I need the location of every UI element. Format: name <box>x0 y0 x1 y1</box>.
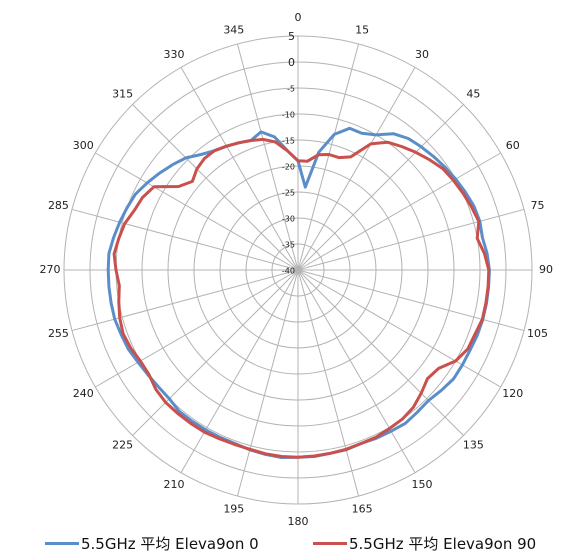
grid-spoke <box>71 269 299 332</box>
angle-tick-label: 120 <box>502 387 523 400</box>
grid-spoke <box>297 269 525 332</box>
angle-tick-label: 30 <box>415 48 429 61</box>
polar-grid <box>63 35 533 505</box>
angle-tick-label: 150 <box>412 478 433 491</box>
grid-spoke <box>180 67 299 271</box>
legend-swatch <box>45 542 79 545</box>
radial-tick-label: -25 <box>282 189 295 198</box>
legend-label: 5.5GHz 平均 Eleva9on 90 <box>349 535 537 553</box>
angle-tick-label: 270 <box>40 263 61 276</box>
legend-swatch <box>313 542 347 545</box>
angle-tick-label: 180 <box>288 515 309 528</box>
angle-tick-label: 60 <box>506 139 520 152</box>
angle-tick-label: 90 <box>539 263 553 276</box>
angle-tick-label: 345 <box>223 23 244 36</box>
radial-tick-label: -30 <box>282 215 295 224</box>
radial-tick-label: -15 <box>282 137 295 146</box>
legend: 5.5GHz 平均 Eleva9on 0 5.5GHz 平均 Eleva9on … <box>0 530 581 556</box>
series-layer <box>106 126 491 459</box>
angle-tick-label: 135 <box>463 438 484 451</box>
grid-spoke <box>297 43 360 271</box>
grid-spoke <box>297 269 416 473</box>
grid-spoke <box>297 208 525 271</box>
angle-tick-label: 45 <box>466 88 480 101</box>
legend-label: 5.5GHz 平均 Eleva9on 0 <box>81 535 259 553</box>
radial-tick-label: 0 <box>288 56 295 69</box>
radial-tick-label: -40 <box>282 267 295 276</box>
angle-tick-label: 315 <box>112 88 133 101</box>
grid-spoke <box>132 104 299 271</box>
angle-tick-label: 165 <box>352 503 373 516</box>
grid-spoke <box>132 269 299 436</box>
radial-tick-label: -35 <box>282 241 295 250</box>
grid-spoke <box>297 104 464 271</box>
grid-spoke <box>297 152 501 271</box>
angle-tick-label: 195 <box>223 503 244 516</box>
radial-tick-label: -20 <box>282 163 295 172</box>
radial-tick-label: 5 <box>288 30 295 43</box>
angle-tick-label: 0 <box>295 11 302 24</box>
grid-spoke <box>236 269 299 497</box>
angle-tick-label: 240 <box>73 387 94 400</box>
angle-tick-labels: 0 15 30 45 60 75 90 105 120 135 150 165 180 195 210 225… <box>40 11 554 528</box>
radial-tick-labels: 5 0 -5 -10 -15 -20 -25 -30 -35 -40 <box>282 30 295 276</box>
angle-tick-label: 300 <box>73 139 94 152</box>
grid-spoke <box>71 208 299 271</box>
series-line <box>106 126 491 459</box>
grid-spoke <box>236 43 299 271</box>
series-line <box>112 137 491 459</box>
grid-spoke <box>180 269 299 473</box>
radial-tick-label: -5 <box>287 85 295 94</box>
grid-spoke <box>95 269 299 388</box>
angle-tick-label: 225 <box>112 438 133 451</box>
grid-spoke <box>95 152 299 271</box>
angle-tick-label: 15 <box>355 23 369 36</box>
legend-item: 5.5GHz 平均 Eleva9on 90 <box>313 533 536 554</box>
angle-tick-label: 255 <box>48 327 69 340</box>
radial-tick-label: -10 <box>282 111 295 120</box>
angle-tick-label: 210 <box>164 478 185 491</box>
grid-spoke <box>297 269 464 436</box>
angle-tick-label: 75 <box>531 199 545 212</box>
angle-tick-label: 330 <box>164 48 185 61</box>
grid-spoke <box>297 269 360 497</box>
grid-spoke <box>297 67 416 271</box>
legend-item: 5.5GHz 平均 Eleva9on 0 <box>45 533 259 554</box>
grid-spoke <box>297 269 501 388</box>
angle-tick-label: 105 <box>527 327 548 340</box>
angle-tick-label: 285 <box>48 199 69 212</box>
